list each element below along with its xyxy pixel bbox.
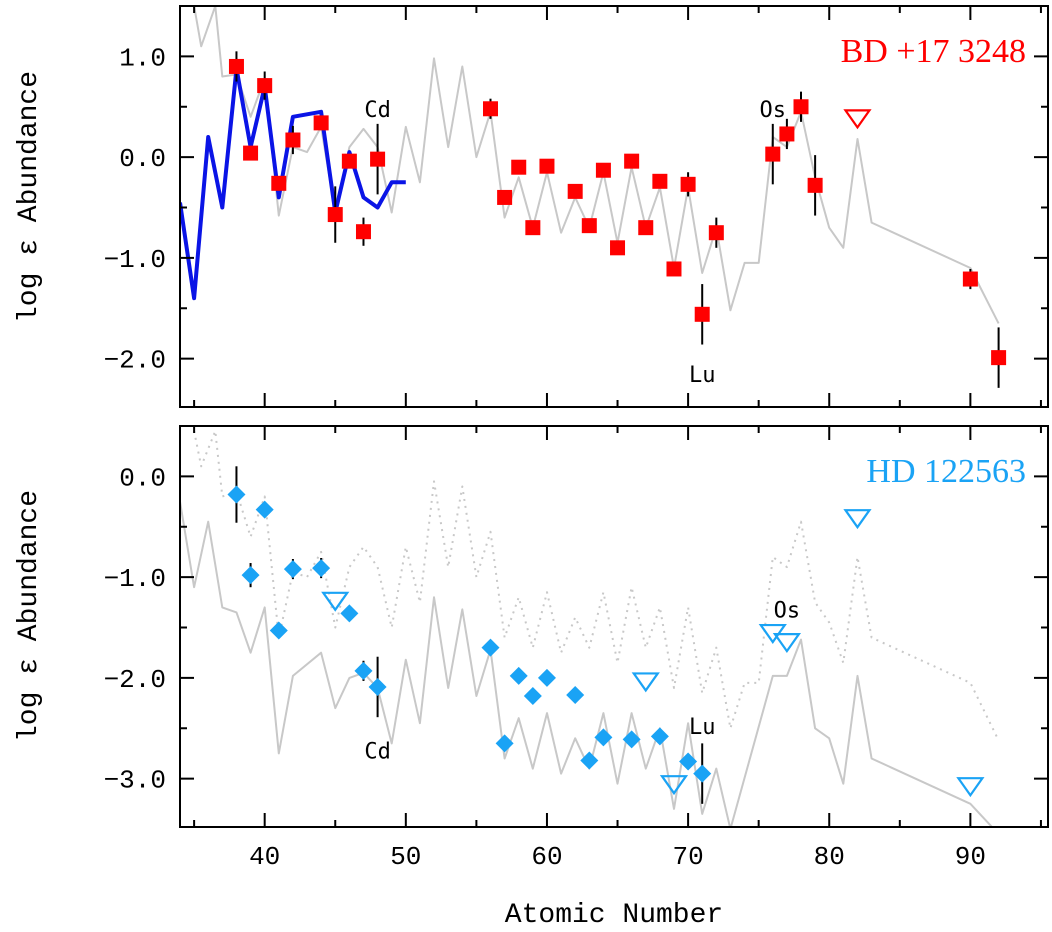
panel-hd-122563: 0.0 −1.0 −2.0 −3.0 40 50 60 70 80 90 Os Cd Lu HD 122… bbox=[14, 425, 1049, 872]
data-point-z58 bbox=[511, 159, 527, 175]
data-point-z48 bbox=[368, 677, 387, 696]
data-point-z64 bbox=[595, 162, 611, 178]
weak-r-process-curve bbox=[180, 66, 406, 301]
data-point-z59 bbox=[523, 687, 542, 706]
element-label-cd: Cd bbox=[364, 98, 391, 123]
data-point-z45 bbox=[327, 207, 343, 223]
element-label-cd: Cd bbox=[364, 739, 391, 764]
x-tick-label: 40 bbox=[249, 842, 280, 872]
data-point-z38 bbox=[227, 485, 246, 504]
data-point-z57 bbox=[495, 734, 514, 753]
y-tick-label: 0.0 bbox=[119, 463, 166, 493]
data-point-z67 bbox=[638, 220, 654, 236]
plot-frame-bottom bbox=[179, 425, 1049, 828]
data-point-z60 bbox=[537, 668, 556, 687]
x-tick-label: 60 bbox=[531, 842, 562, 872]
y-axis-title-top: log ε Abundance bbox=[14, 71, 45, 323]
y-tick-label: −3.0 bbox=[104, 766, 166, 796]
y-tick-label: 1.0 bbox=[119, 43, 166, 73]
data-point-z68 bbox=[652, 173, 668, 189]
data-point-z41 bbox=[269, 621, 288, 640]
data-point-z46 bbox=[340, 604, 359, 623]
x-tick-label: 90 bbox=[955, 842, 986, 872]
data-point-z47 bbox=[354, 661, 373, 680]
data-point-z72 bbox=[708, 225, 724, 241]
upper-limit-z90 bbox=[956, 777, 985, 798]
data-point-z70 bbox=[680, 176, 696, 192]
data-point-z78 bbox=[793, 99, 809, 115]
data-point-z41 bbox=[271, 175, 287, 191]
data-point-z46 bbox=[341, 153, 357, 169]
upper-limit-z82 bbox=[843, 509, 872, 530]
data-point-z57 bbox=[497, 189, 513, 205]
panel-bd-17-3248: 1.0 0.0 −1.0 −2.0 Cd Os Lu BD +17 3248 log ε A… bbox=[14, 5, 1049, 408]
data-point-z66 bbox=[624, 153, 640, 169]
data-point-z42 bbox=[285, 132, 301, 148]
data-point-z39 bbox=[241, 566, 260, 585]
data-point-z44 bbox=[313, 115, 329, 131]
data-point-z56 bbox=[481, 638, 500, 657]
x-tick-label: 50 bbox=[390, 842, 421, 872]
data-point-z92 bbox=[991, 350, 1007, 366]
solar-r-process-curve bbox=[193, 6, 1000, 324]
y-tick-label: −2.0 bbox=[104, 346, 166, 376]
x-tick-label: 70 bbox=[672, 842, 703, 872]
data-point-z76 bbox=[765, 146, 781, 162]
y-tick-label: −1.0 bbox=[104, 564, 166, 594]
data-point-z79 bbox=[807, 177, 823, 193]
data-point-z63 bbox=[580, 751, 599, 770]
data-point-z64 bbox=[594, 728, 613, 747]
upper-limit-z67 bbox=[631, 672, 660, 693]
data-point-z66 bbox=[622, 730, 641, 749]
upper-limit-z45 bbox=[321, 591, 350, 612]
element-label-lu: Lu bbox=[689, 363, 716, 388]
data-point-z58 bbox=[509, 666, 528, 685]
x-axis-title: Atomic Number bbox=[505, 900, 723, 931]
data-point-z44 bbox=[312, 559, 331, 578]
data-point-z62 bbox=[567, 183, 583, 199]
element-label-os: Os bbox=[774, 598, 801, 623]
data-point-z90 bbox=[962, 271, 978, 287]
star-label-top: BD +17 3248 bbox=[841, 33, 1026, 70]
data-point-z71 bbox=[693, 764, 712, 783]
upper-limit-z82 bbox=[843, 109, 872, 130]
data-point-z63 bbox=[581, 218, 597, 234]
data-point-z69 bbox=[666, 261, 682, 277]
y-tick-label: 0.0 bbox=[119, 144, 166, 174]
data-point-z38 bbox=[228, 58, 244, 74]
element-label-os: Os bbox=[760, 98, 787, 123]
data-point-z42 bbox=[283, 560, 302, 579]
data-point-z40 bbox=[255, 500, 274, 519]
data-point-z48 bbox=[370, 151, 386, 167]
element-label-lu: Lu bbox=[689, 715, 716, 740]
data-point-z71 bbox=[694, 306, 710, 322]
data-point-z60 bbox=[539, 158, 555, 174]
data-point-z77 bbox=[779, 126, 795, 142]
y-axis-title-bottom: log ε Abundance bbox=[14, 490, 45, 742]
star-label-bottom: HD 122563 bbox=[866, 453, 1026, 490]
data-point-z59 bbox=[525, 220, 541, 236]
data-point-z70 bbox=[679, 752, 698, 771]
solar-r-process-curve-solid bbox=[180, 501, 994, 827]
y-tick-label: −2.0 bbox=[104, 665, 166, 695]
plot-frame-top bbox=[179, 5, 1049, 408]
data-point-z56 bbox=[483, 101, 499, 117]
data-point-z65 bbox=[610, 240, 626, 256]
data-point-z47 bbox=[355, 224, 371, 240]
x-tick-label: 80 bbox=[814, 842, 845, 872]
data-point-z68 bbox=[650, 727, 669, 746]
data-point-z39 bbox=[243, 145, 259, 161]
data-point-z40 bbox=[257, 78, 273, 94]
upper-limit-z69 bbox=[659, 775, 689, 796]
upper-limit-z77 bbox=[772, 633, 802, 654]
y-tick-label: −1.0 bbox=[104, 245, 166, 275]
data-point-z62 bbox=[566, 686, 585, 705]
